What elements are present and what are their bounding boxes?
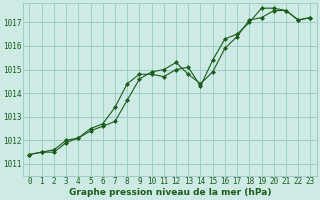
X-axis label: Graphe pression niveau de la mer (hPa): Graphe pression niveau de la mer (hPa)	[69, 188, 271, 197]
